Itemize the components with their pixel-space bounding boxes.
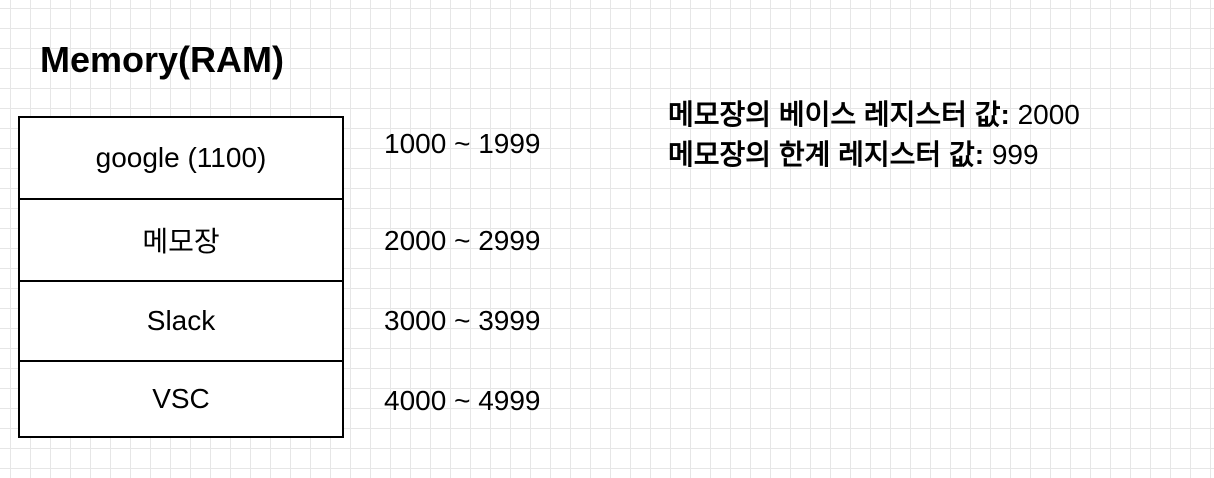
limit-register-note: 메모장의 한계 레지스터 값: 999	[668, 137, 1039, 173]
limit-register-label: 메모장의 한계 레지스터 값:	[668, 139, 992, 170]
base-register-label: 메모장의 베이스 레지스터 값:	[668, 99, 1018, 130]
memory-block-notepad: 메모장	[20, 198, 342, 280]
address-range-vsc: 4000 ~ 4999	[384, 385, 541, 416]
memory-block-stack: google (1100) 메모장 Slack VSC	[18, 116, 344, 438]
memory-block-vsc: VSC	[20, 360, 342, 436]
memory-block-google: google (1100)	[95, 142, 267, 173]
memory-title: Memory(RAM)	[40, 39, 285, 80]
base-register-value: 2000	[1017, 99, 1080, 130]
address-range-notepad: 2000 ~ 2999	[384, 225, 541, 256]
limit-register-value: 999	[991, 139, 1039, 170]
address-range-slack: 3000 ~ 3999	[384, 305, 541, 336]
memory-block-slack: Slack	[20, 280, 342, 360]
base-register-note: 메모장의 베이스 레지스터 값: 2000	[668, 97, 1080, 133]
address-range-google: 1000 ~ 1999	[384, 128, 541, 159]
